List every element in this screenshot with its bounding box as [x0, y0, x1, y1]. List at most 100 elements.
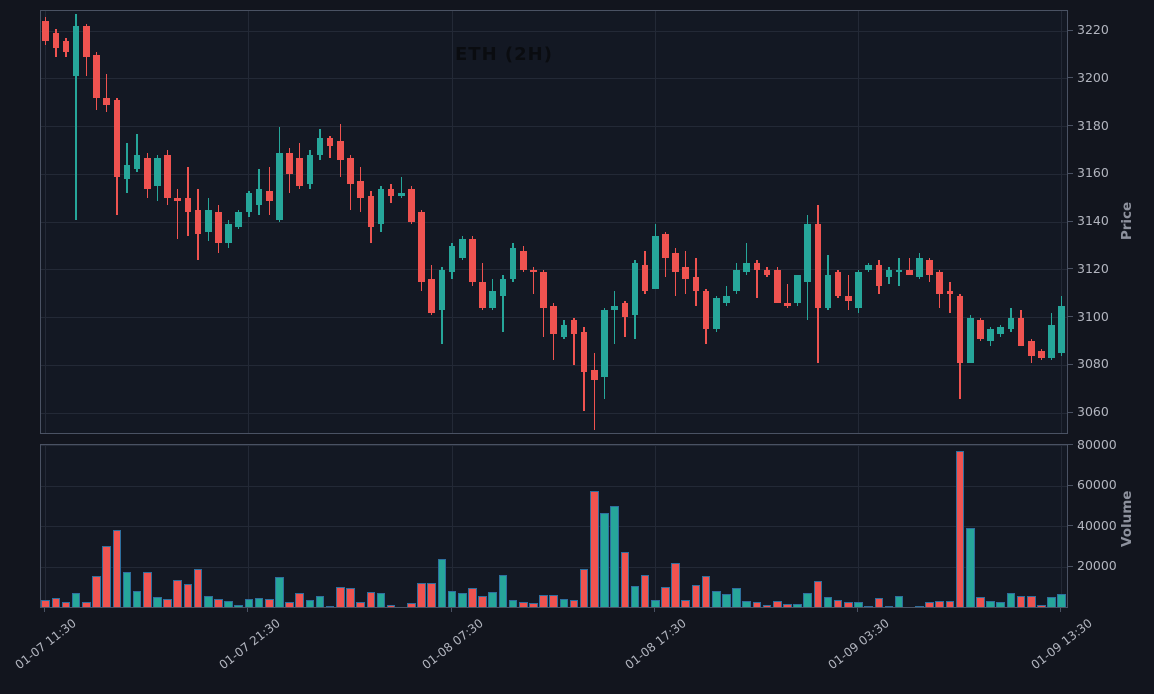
candle-body	[977, 319, 984, 339]
candle-body	[824, 274, 832, 308]
candle-body	[702, 291, 710, 330]
candle-body	[154, 157, 161, 187]
candle-wick	[847, 274, 850, 311]
x-tick-mark	[1060, 608, 1062, 612]
candle-wick	[502, 274, 504, 332]
x-tick-mark	[247, 608, 249, 612]
price-tick-mark	[1068, 411, 1073, 413]
volume-bar	[153, 596, 162, 607]
volume-bar	[427, 582, 437, 607]
candle-body	[966, 317, 974, 363]
volume-bar	[772, 601, 782, 607]
candle-wick	[136, 133, 138, 172]
volume-bar	[996, 602, 1006, 607]
volume-bar	[366, 591, 376, 607]
volume-bar	[498, 574, 508, 607]
volume-bar	[346, 588, 355, 607]
candle-body	[72, 26, 80, 77]
candle-body	[1017, 317, 1025, 347]
candle-wick	[624, 300, 626, 337]
x-tick-mark	[44, 608, 46, 612]
candle-body	[641, 264, 649, 292]
candle-body	[621, 303, 629, 318]
candle-body	[52, 33, 60, 48]
volume-bar	[51, 597, 61, 607]
volume-bar	[976, 597, 985, 607]
price-tick-mark	[1068, 77, 1073, 79]
candle-body	[1038, 350, 1045, 359]
volume-bar	[183, 584, 193, 607]
candle-wick	[400, 176, 402, 199]
volume-bar	[610, 506, 619, 607]
candle-body	[530, 269, 537, 273]
volume-bar	[41, 600, 50, 607]
candle-body	[692, 276, 700, 292]
volume-tick-mark	[1068, 565, 1073, 567]
candle-body	[845, 296, 852, 301]
candle-body	[987, 329, 994, 342]
volume-bar	[1057, 594, 1066, 607]
x-tick-label: 01-08 17:30	[622, 616, 689, 673]
volume-bar	[793, 603, 802, 607]
volume-bar	[305, 600, 315, 607]
candle-body	[215, 212, 222, 244]
volume-gridline	[41, 566, 1067, 568]
candle-body	[1058, 305, 1065, 354]
candle-body	[519, 250, 527, 270]
volume-bar	[437, 559, 447, 607]
price-tick-mark	[1068, 220, 1073, 222]
price-tick-mark	[1068, 316, 1073, 317]
candle-body	[814, 224, 822, 308]
candle-body	[611, 305, 618, 311]
candle-wick	[532, 267, 535, 294]
volume-bar	[518, 601, 528, 607]
candle-body	[337, 140, 344, 160]
candle-body	[458, 238, 466, 258]
candle-body	[763, 269, 771, 275]
candle-body	[286, 152, 293, 175]
candle-body	[174, 198, 182, 201]
volume-bar	[854, 602, 863, 607]
candle-wick	[613, 291, 616, 344]
x-tick-label: 01-07 21:30	[216, 616, 283, 673]
volume-bar	[590, 490, 599, 607]
volume-bar	[224, 600, 233, 607]
volume-bar	[732, 588, 741, 607]
volume-bar	[549, 595, 558, 607]
volume-bar	[264, 598, 274, 607]
candle-body	[916, 257, 923, 277]
candle-body	[875, 264, 883, 287]
candle-wick	[756, 260, 758, 299]
volume-bar	[752, 601, 762, 607]
candle-body	[245, 193, 253, 213]
candle-wick	[105, 73, 108, 113]
candle-wick	[949, 281, 951, 313]
time-gridline	[858, 11, 859, 433]
volume-bar	[234, 605, 244, 607]
candle-body	[255, 188, 263, 206]
volume-bar	[1047, 596, 1056, 607]
volume-bar	[214, 598, 223, 607]
price-panel	[40, 10, 1068, 434]
x-tick-label: 01-07 11:30	[12, 616, 80, 673]
price-gridline	[41, 412, 1067, 414]
candle-body	[438, 269, 446, 311]
candle-body	[418, 212, 425, 282]
volume-bar	[244, 599, 254, 607]
volume-bar	[325, 606, 335, 607]
volume-bar	[102, 546, 111, 607]
volume-bar	[122, 572, 132, 607]
time-gridline	[451, 11, 453, 433]
volume-bar	[630, 585, 640, 607]
x-tick-label: 01-09 13:30	[1028, 616, 1096, 673]
candle-body	[580, 331, 588, 373]
volume-bar	[336, 586, 345, 607]
volume-bar	[173, 579, 183, 607]
candle-body	[204, 210, 212, 232]
price-axis-title: Price	[1119, 201, 1135, 241]
candle-body	[123, 164, 131, 179]
candle-body	[601, 310, 608, 378]
candle-body	[133, 155, 141, 170]
volume-bar	[82, 602, 91, 607]
